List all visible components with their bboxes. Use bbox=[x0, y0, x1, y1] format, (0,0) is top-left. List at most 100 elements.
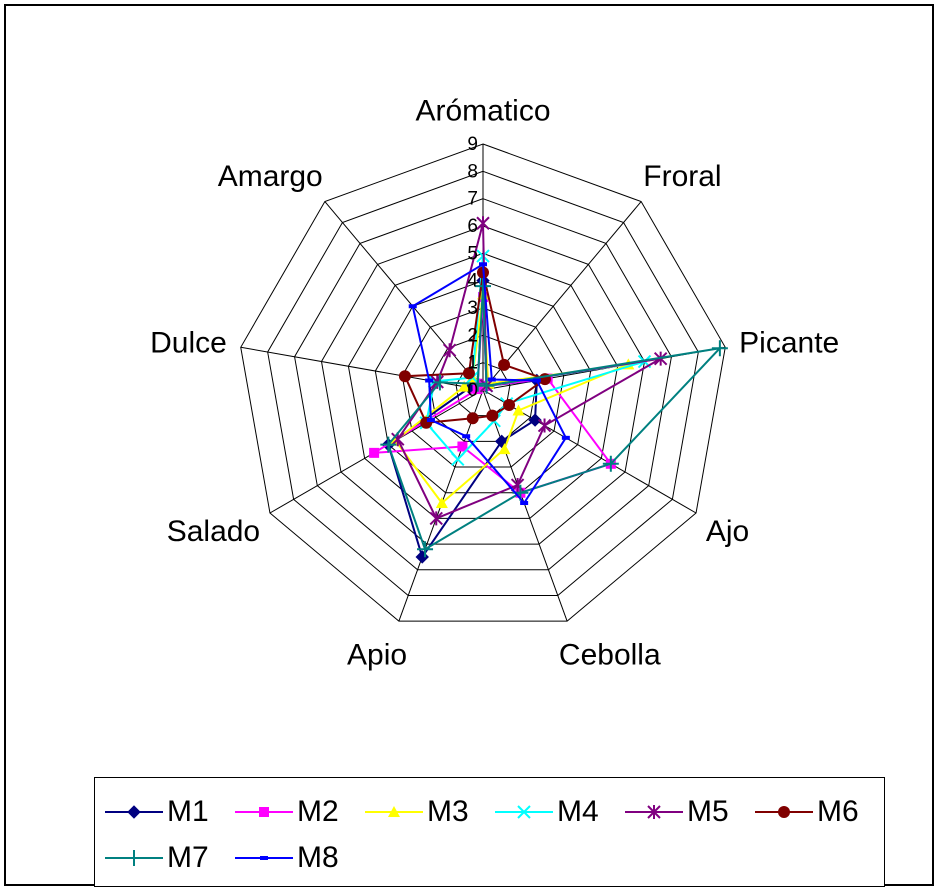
legend-marker-M4 bbox=[517, 805, 531, 819]
point-M3-7 bbox=[458, 380, 471, 392]
point-M6-1 bbox=[498, 358, 511, 371]
series-M8 bbox=[408, 262, 570, 506]
category-label-2: Picante bbox=[739, 326, 839, 359]
point-M2-6 bbox=[369, 447, 380, 458]
grid-ring-2 bbox=[428, 334, 538, 442]
tick-label-4: 4 bbox=[467, 271, 478, 292]
chart-legend: M1 M2 M3 M4 M5 M6 M7 M8 bbox=[94, 777, 885, 887]
legend-item-M1: M1 bbox=[103, 792, 229, 832]
legend-item-M8: M8 bbox=[233, 838, 359, 878]
point-M8-8 bbox=[408, 304, 417, 309]
tick-label-5: 5 bbox=[467, 243, 478, 264]
spoke-8 bbox=[324, 201, 484, 391]
radar-series bbox=[369, 216, 728, 564]
legend-item-M2: M2 bbox=[233, 792, 359, 832]
point-M7-3 bbox=[602, 455, 619, 472]
legend-marker-M5 bbox=[647, 805, 661, 819]
category-label-4: Cebolla bbox=[559, 639, 661, 672]
tick-label-0: 0 bbox=[467, 380, 478, 401]
point-M6-4 bbox=[486, 409, 499, 422]
radial-tick-labels: 0 1 2 3 4 5 6 7 8 9 bbox=[467, 134, 478, 401]
category-label-7: Dulce bbox=[150, 326, 227, 359]
legend-swatch-M3 bbox=[365, 806, 423, 817]
point-M6-7 bbox=[398, 370, 411, 383]
spoke-4 bbox=[482, 389, 568, 622]
radar-grid bbox=[240, 143, 726, 622]
legend-swatch-M6 bbox=[755, 806, 813, 818]
point-M3-5 bbox=[435, 497, 448, 509]
legend-swatch-M8 bbox=[235, 856, 293, 860]
legend-item-M4: M4 bbox=[493, 792, 619, 832]
radar-chart: 0 1 2 3 4 5 6 7 8 9 Arómatico Froral Picante Ajo Cebo… bbox=[150, 95, 839, 672]
legend-swatch-M1 bbox=[105, 805, 163, 819]
category-label-1: Froral bbox=[643, 160, 721, 193]
series-line-M5 bbox=[396, 223, 662, 520]
legend-item-M3: M3 bbox=[363, 792, 489, 832]
tick-label-2: 2 bbox=[467, 325, 478, 346]
grid-ring-1 bbox=[455, 362, 511, 417]
category-label-0: Arómatico bbox=[415, 95, 550, 128]
series-M5 bbox=[391, 216, 668, 526]
point-M8-0 bbox=[479, 262, 487, 267]
category-label-3: Ajo bbox=[706, 515, 749, 548]
grid-ring-8 bbox=[267, 170, 699, 596]
spoke-1 bbox=[482, 201, 642, 391]
tick-label-9: 9 bbox=[467, 134, 478, 155]
grid-ring-5 bbox=[347, 252, 619, 519]
legend-label: M1 bbox=[167, 795, 209, 828]
point-M8-4 bbox=[520, 501, 529, 506]
point-M5-3 bbox=[537, 418, 552, 433]
point-M8-6 bbox=[426, 418, 435, 423]
point-M6-8 bbox=[462, 367, 475, 380]
point-M1-5 bbox=[415, 550, 429, 564]
legend-marker-M6 bbox=[778, 806, 790, 818]
legend-label: M5 bbox=[687, 795, 729, 828]
tick-label-6: 6 bbox=[467, 216, 478, 237]
point-M6-3 bbox=[503, 399, 516, 412]
point-M5-8 bbox=[442, 343, 457, 358]
legend-marker-M8 bbox=[260, 856, 268, 860]
series-M6 bbox=[398, 266, 551, 429]
point-M3-4 bbox=[498, 443, 511, 455]
legend-label: M7 bbox=[167, 841, 209, 874]
chart-area: 0 1 2 3 4 5 6 7 8 9 Arómatico Froral Picante Ajo Cebo… bbox=[4, 4, 934, 887]
point-M6-5 bbox=[466, 412, 479, 425]
legend-item-M7: M7 bbox=[103, 838, 229, 878]
point-M5-0 bbox=[476, 216, 490, 231]
legend-marker-M3 bbox=[388, 806, 400, 817]
point-M7-2 bbox=[711, 340, 728, 357]
point-M5-5 bbox=[429, 511, 443, 526]
point-M7-6 bbox=[380, 436, 397, 453]
point-M7-5 bbox=[417, 541, 434, 558]
legend-item-M5: M5 bbox=[623, 792, 749, 832]
category-label-5: Apio bbox=[347, 639, 407, 672]
category-label-6: Salado bbox=[167, 515, 260, 548]
tick-label-3: 3 bbox=[467, 298, 478, 319]
series-line-M8 bbox=[411, 262, 567, 505]
tick-label-8: 8 bbox=[467, 161, 478, 182]
point-M7-0 bbox=[475, 278, 491, 295]
legend-label: M8 bbox=[297, 841, 339, 874]
series-line-M7 bbox=[387, 286, 723, 551]
legend-label: M4 bbox=[557, 795, 599, 828]
point-M8-5 bbox=[462, 434, 471, 439]
point-M8-3 bbox=[561, 435, 570, 440]
grid-ring-9 bbox=[240, 143, 726, 622]
legend-swatch-M2 bbox=[235, 807, 293, 817]
legend-label: M2 bbox=[297, 795, 339, 828]
tick-label-1: 1 bbox=[467, 353, 478, 374]
point-M5-4 bbox=[510, 478, 525, 493]
grid-ring-6 bbox=[320, 225, 646, 545]
point-M7-8 bbox=[469, 375, 486, 392]
point-M7-7 bbox=[431, 374, 448, 391]
point-M8-1 bbox=[487, 377, 496, 382]
category-labels: Arómatico Froral Picante Ajo Cebolla Apio Sala… bbox=[150, 95, 839, 672]
legend-item-M6: M6 bbox=[753, 792, 879, 832]
point-M2-5 bbox=[457, 441, 468, 452]
legend-marker-M1 bbox=[127, 805, 141, 819]
series-line-M4 bbox=[425, 255, 645, 461]
point-M1-3 bbox=[528, 413, 542, 427]
legend-marker-M7 bbox=[126, 850, 142, 866]
grid-ring-7 bbox=[294, 198, 672, 571]
point-M4-5 bbox=[451, 452, 465, 467]
